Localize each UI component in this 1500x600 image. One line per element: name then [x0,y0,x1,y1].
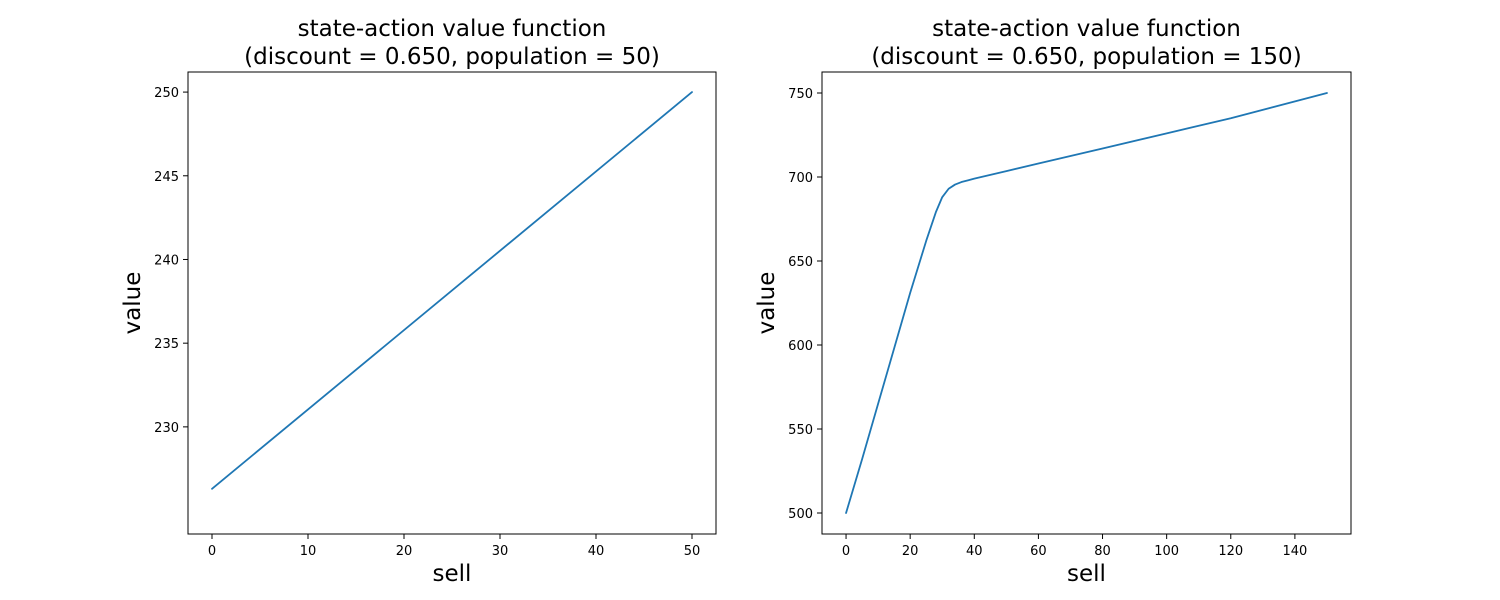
x-tick-label: 40 [588,544,605,559]
y-tick-label: 235 [154,337,179,352]
y-tick-label: 500 [788,507,813,522]
x-tick-label: 60 [1030,544,1047,559]
x-tick-label: 10 [300,544,317,559]
x-tick-label: 50 [684,544,701,559]
chart-title-line: (discount = 0.650, population = 50) [244,44,660,70]
x-tick-label: 30 [492,544,509,559]
chart-title-line: state-action value function [298,16,607,42]
x-tick-label: 20 [396,544,413,559]
y-tick-label: 650 [788,255,813,270]
chart-title: state-action value function (discount = 0… [871,16,1301,70]
y-tick-label: 750 [788,87,813,102]
plot-frame [821,71,1352,535]
x-axis-label: sell [433,561,472,587]
y-tick-label: 700 [788,171,813,186]
y-tick-label: 230 [154,421,179,436]
y-tick-label: 250 [154,86,179,101]
plot-frame [187,71,717,535]
series-line [845,92,1328,514]
chart-title: state-action value function (discount = 0… [244,16,660,70]
x-axis-label: sell [1067,561,1106,587]
x-tick-label: 40 [966,544,983,559]
chart-panel-left: state-action value function (discount = 0… [120,16,717,587]
x-tick-label: 0 [208,544,216,559]
y-tick-label: 600 [788,339,813,354]
chart-title-line: state-action value function [932,16,1241,42]
y-axis-label: value [120,272,146,335]
chart-panel-right: state-action value function (discount = 0… [754,16,1352,587]
y-tick-label: 245 [154,170,179,185]
chart-title-line: (discount = 0.650, population = 150) [871,44,1301,70]
y-tick-label: 550 [788,423,813,438]
x-tick-label: 140 [1282,544,1307,559]
x-tick-label: 0 [842,544,850,559]
x-tick-label: 80 [1094,544,1111,559]
x-tick-label: 120 [1218,544,1243,559]
y-tick-label: 240 [154,253,179,268]
series-line [211,91,693,490]
y-axis-label: value [754,272,780,335]
x-tick-label: 100 [1154,544,1179,559]
x-tick-label: 20 [902,544,919,559]
